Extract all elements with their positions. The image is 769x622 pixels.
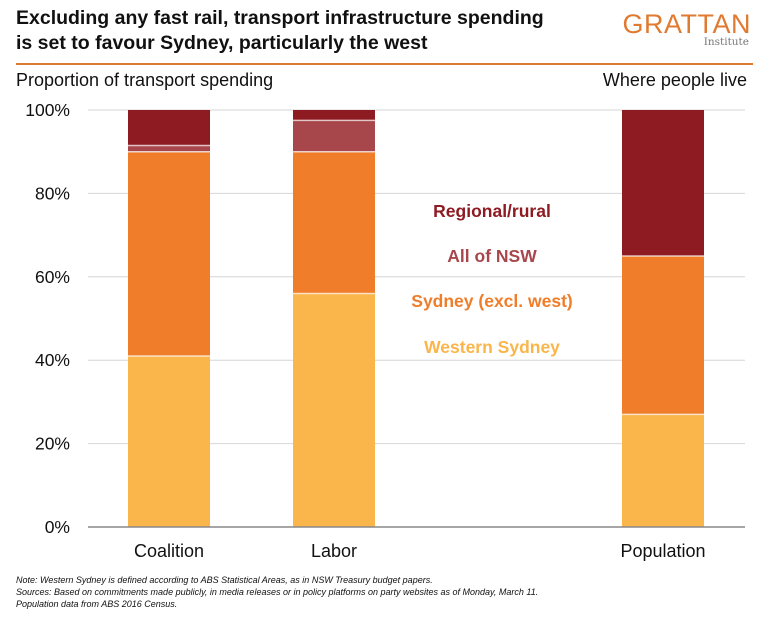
bar-segment (293, 151, 375, 294)
logo-subtitle: Institute (703, 36, 749, 48)
x-tick-label: Labor (311, 541, 357, 561)
y-tick-label: 40% (35, 350, 70, 370)
bar-segment (622, 255, 704, 415)
note-line-3: Population data from ABS 2016 Census. (16, 599, 178, 609)
note-line-1: Note: Western Sydney is defined accordin… (16, 575, 433, 585)
grattan-logo: GRATTAN Institute (623, 10, 752, 48)
y-tick-label: 60% (35, 267, 70, 287)
bar-segment (622, 414, 704, 527)
legend-label: Sydney (excl. west) (411, 291, 572, 311)
bar-segment (128, 151, 210, 357)
bar-segment (128, 110, 210, 146)
bar-segment (622, 110, 704, 256)
y-axis-label: Proportion of transport spending (16, 70, 274, 90)
title-line-2: is set to favour Sydney, particularly th… (16, 32, 428, 54)
chart-title: Excluding any fast rail, transport infra… (16, 6, 596, 56)
title-divider (16, 63, 753, 65)
note-line-2: Sources: Based on commitments made publi… (16, 587, 539, 597)
bar-segment (293, 293, 375, 527)
y-tick-label: 100% (25, 100, 70, 120)
title-line-1: Excluding any fast rail, transport infra… (16, 7, 544, 29)
legend-label: Western Sydney (424, 337, 560, 357)
y-tick-label: 20% (35, 434, 70, 454)
population-label: Where people live (602, 70, 747, 90)
bar-segment (128, 145, 210, 152)
y-tick-label: 80% (35, 183, 70, 203)
bar-segment (293, 110, 375, 121)
bar-segment (128, 356, 210, 527)
x-tick-label: Population (620, 541, 705, 561)
legend-label: All of NSW (447, 246, 537, 266)
chart-notes: Note: Western Sydney is defined accordin… (16, 574, 756, 610)
bar-segment (293, 120, 375, 152)
y-tick-label: 0% (45, 517, 70, 537)
x-tick-label: Coalition (134, 541, 204, 561)
legend-label: Regional/rural (433, 201, 551, 221)
logo-word: GRATTAN (622, 9, 751, 39)
